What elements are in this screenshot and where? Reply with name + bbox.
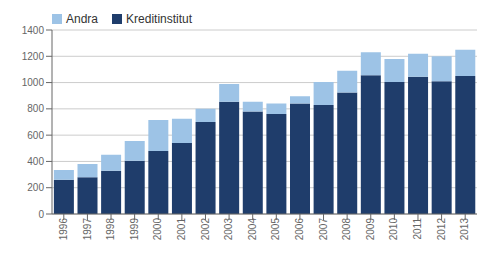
svg-text:1998: 1998	[105, 218, 116, 241]
svg-text:2011: 2011	[412, 218, 423, 240]
svg-text:2010: 2010	[388, 218, 399, 241]
svg-text:200: 200	[27, 182, 44, 193]
svg-text:2005: 2005	[270, 218, 281, 241]
svg-text:2003: 2003	[223, 218, 234, 241]
svg-text:2002: 2002	[200, 218, 211, 241]
svg-text:2012: 2012	[436, 218, 447, 241]
svg-text:600: 600	[27, 130, 44, 141]
svg-text:1000: 1000	[22, 77, 45, 88]
svg-text:2009: 2009	[365, 218, 376, 241]
html-text:Kreditinstitut: Kreditinstitut	[126, 12, 193, 26]
svg-text:2001: 2001	[176, 218, 187, 241]
svg-text:1996: 1996	[58, 218, 69, 241]
svg-text:800: 800	[27, 103, 44, 114]
svg-text:1400: 1400	[22, 25, 45, 36]
svg-text:2008: 2008	[341, 218, 352, 241]
svg-text:1999: 1999	[129, 218, 140, 241]
svg-text:2007: 2007	[318, 218, 329, 241]
svg-text:1997: 1997	[82, 218, 93, 241]
svg-text:400: 400	[27, 156, 44, 167]
svg-text:2006: 2006	[294, 218, 305, 241]
svg-text:2013: 2013	[459, 218, 470, 241]
svg-text:2000: 2000	[152, 218, 163, 241]
html-text:Andra: Andra	[66, 12, 98, 26]
svg-text:0: 0	[38, 209, 44, 220]
svg-text:1200: 1200	[22, 51, 45, 62]
svg-text:2004: 2004	[247, 218, 258, 241]
